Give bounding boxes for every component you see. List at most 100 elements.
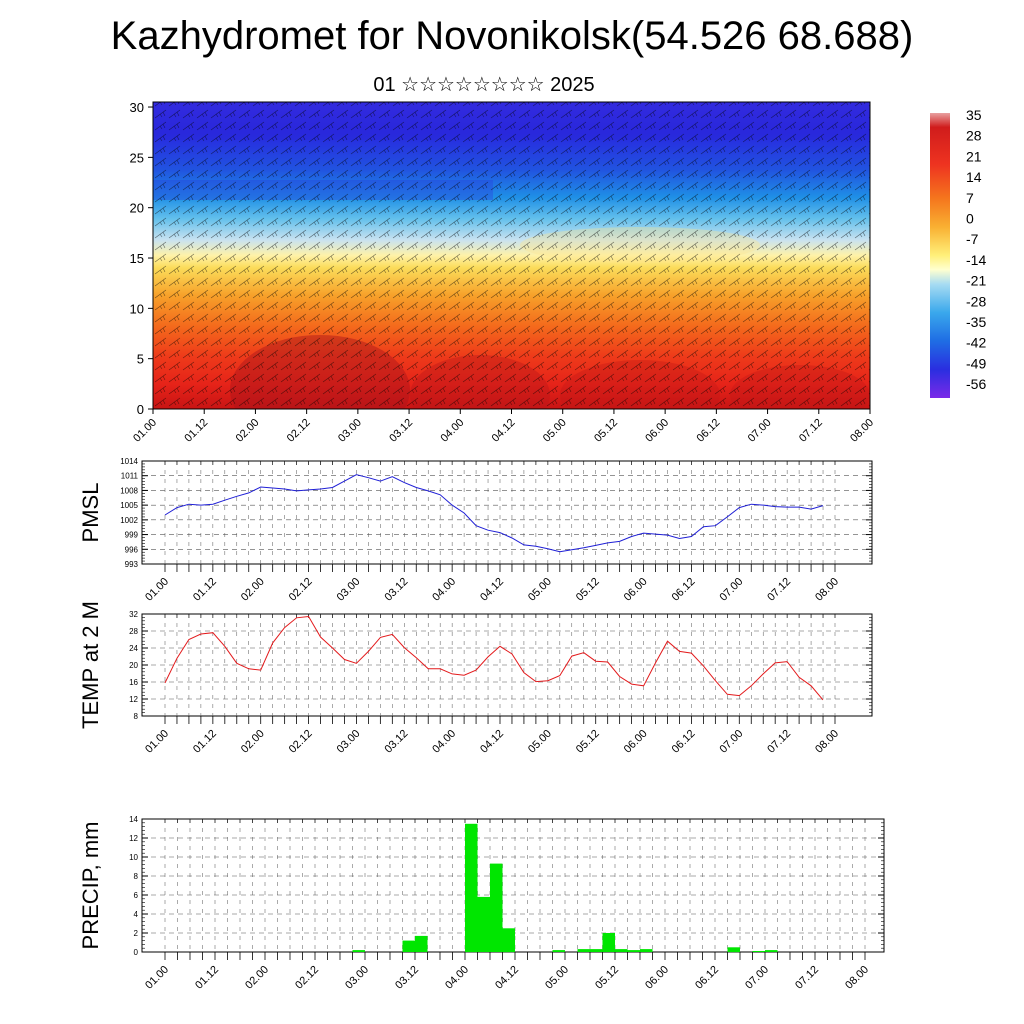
x-tick-label: 06.12 — [693, 964, 721, 992]
y-axis-label: TEMP at 2 M — [78, 601, 103, 729]
y-tick-label: 20 — [129, 661, 138, 670]
x-tick-label: 01.12 — [191, 576, 219, 604]
x-tick-label: 04.12 — [478, 728, 506, 756]
y-tick-label: 10 — [129, 853, 138, 862]
x-tick-label: 04.00 — [443, 964, 471, 992]
y-tick-label: 12 — [129, 695, 138, 704]
series-line — [164, 615, 824, 701]
pmsl-panel: 993 996 999 1002 1005 1008 1011 1014 01.00 01.12 0… — [78, 457, 873, 604]
y-tick-label: 12 — [129, 834, 138, 843]
precip-bar — [465, 823, 478, 953]
x-tick-label: 02.00 — [243, 964, 271, 992]
precip-bar — [627, 950, 640, 952]
x-tick-label: 03.00 — [335, 728, 363, 756]
x-tick-label: 06.00 — [643, 964, 671, 992]
x-tick-label: 02.12 — [293, 964, 321, 992]
y-tick-label: 993 — [125, 560, 139, 569]
x-tick-label: 02.12 — [287, 576, 315, 604]
y-tick-label: 1008 — [120, 486, 138, 495]
colorbar-label: 35 — [966, 107, 982, 123]
colorbar-label: 0 — [966, 211, 974, 227]
y-tick-label: 996 — [125, 545, 139, 554]
colorbar-gradient — [930, 113, 950, 398]
y-tick-label: 5 — [137, 352, 144, 367]
y-tick-label: 0 — [137, 402, 144, 417]
x-tick-label: 05.00 — [526, 576, 554, 604]
x-tick-label: 03.00 — [343, 964, 371, 992]
x-tick-label: 04.12 — [478, 576, 506, 604]
x-tick-label: 06.12 — [695, 417, 723, 445]
x-tick-label: 07.00 — [717, 728, 745, 756]
x-tick-label: 01.00 — [143, 728, 171, 756]
x-tick-label: 02.00 — [239, 576, 267, 604]
precip-bar — [765, 950, 778, 952]
colorbar-label: 7 — [966, 190, 974, 206]
x-tick-label: 06.12 — [670, 728, 698, 756]
y-tick-label: 1005 — [120, 501, 138, 510]
y-tick-label: 14 — [129, 815, 138, 824]
x-tick-label: 02.00 — [234, 417, 262, 445]
x-tick-label: 03.12 — [387, 417, 415, 445]
y-tick-label: 4 — [134, 910, 139, 919]
precip-bar — [502, 928, 515, 953]
x-tick-label: 08.00 — [843, 964, 871, 992]
colorbar-label: 28 — [966, 128, 982, 144]
colorbar-labels: 35 28 21 14 7 0 -7 -14 -21 -28 -35 -42 -49 -56 — [966, 107, 986, 392]
y-tick-label: 0 — [134, 948, 139, 957]
y-tick-label: 30 — [130, 100, 144, 115]
colorbar-label: -28 — [966, 293, 986, 309]
colorbar-label: -35 — [966, 314, 986, 330]
x-tick-label: 08.00 — [848, 417, 876, 445]
x-tick-label: 05.00 — [541, 417, 569, 445]
x-tick-label: 02.00 — [239, 728, 267, 756]
x-tick-label: 07.00 — [746, 417, 774, 445]
x-tick-label: 03.00 — [336, 417, 364, 445]
precip-bar — [402, 940, 415, 952]
precip-bar — [577, 949, 590, 952]
x-tick-label: 05.12 — [574, 728, 602, 756]
y-tick-label: 6 — [134, 891, 139, 900]
x-tick-label: 06.00 — [622, 728, 650, 756]
y-tick-label: 10 — [130, 301, 144, 316]
y-tick-label: 28 — [129, 627, 138, 636]
x-tick-label: 04.00 — [438, 417, 466, 445]
x-tick-label: 06.00 — [622, 576, 650, 604]
colorbar-label: -21 — [966, 273, 986, 289]
x-tick-label: 04.12 — [490, 417, 518, 445]
y-tick-label: 32 — [129, 610, 138, 619]
x-tick-label: 04.00 — [430, 576, 458, 604]
precip-panel: 0 2 4 6 8 10 12 14 01.00 01.12 02.00 02.12 03.00 03.1… — [78, 815, 885, 992]
temp-panel: 8 12 16 20 24 28 32 01.00 01.12 02.00 02.12 03.00 03… — [78, 601, 873, 756]
colorbar-label: 21 — [966, 148, 982, 164]
colorbar-label: -49 — [966, 355, 986, 371]
x-tick-label: 07.00 — [717, 576, 745, 604]
colorbar-label: -7 — [966, 231, 979, 247]
x-tick-label: 01.00 — [143, 964, 171, 992]
x-tick-label: 05.00 — [543, 964, 571, 992]
precip-bar — [615, 949, 628, 952]
y-axis-label: PRECIP, mm — [78, 822, 103, 950]
y-tick-label: 8 — [134, 712, 139, 721]
x-tick-label: 07.12 — [797, 417, 825, 445]
heatmap-panel — [152, 101, 871, 410]
x-tick-label: 01.00 — [143, 576, 171, 604]
x-tick-label: 07.12 — [793, 964, 821, 992]
chart-title: Kazhydromet for Novonikolsk(54.526 68.68… — [110, 14, 914, 58]
colorbar-label: -14 — [966, 252, 986, 268]
y-tick-label: 16 — [129, 678, 138, 687]
y-tick-label: 20 — [130, 201, 144, 216]
x-tick-label: 07.12 — [765, 576, 793, 604]
colorbar-label: 14 — [966, 169, 982, 185]
x-tick-label: 01.12 — [182, 417, 210, 445]
y-tick-label: 1011 — [121, 472, 139, 481]
x-tick-label: 03.00 — [335, 576, 363, 604]
y-tick-label: 25 — [130, 150, 144, 165]
chart-subtitle: 01 ☆☆☆☆☆☆☆☆ 2025 — [373, 74, 595, 96]
x-tick-label: 04.00 — [430, 728, 458, 756]
precip-bar — [490, 863, 503, 952]
precip-bar — [727, 947, 740, 953]
colorbar-label: -42 — [966, 335, 986, 351]
y-tick-label: 15 — [130, 251, 144, 266]
y-tick-label: 1014 — [120, 457, 138, 466]
precip-bar — [415, 935, 428, 952]
